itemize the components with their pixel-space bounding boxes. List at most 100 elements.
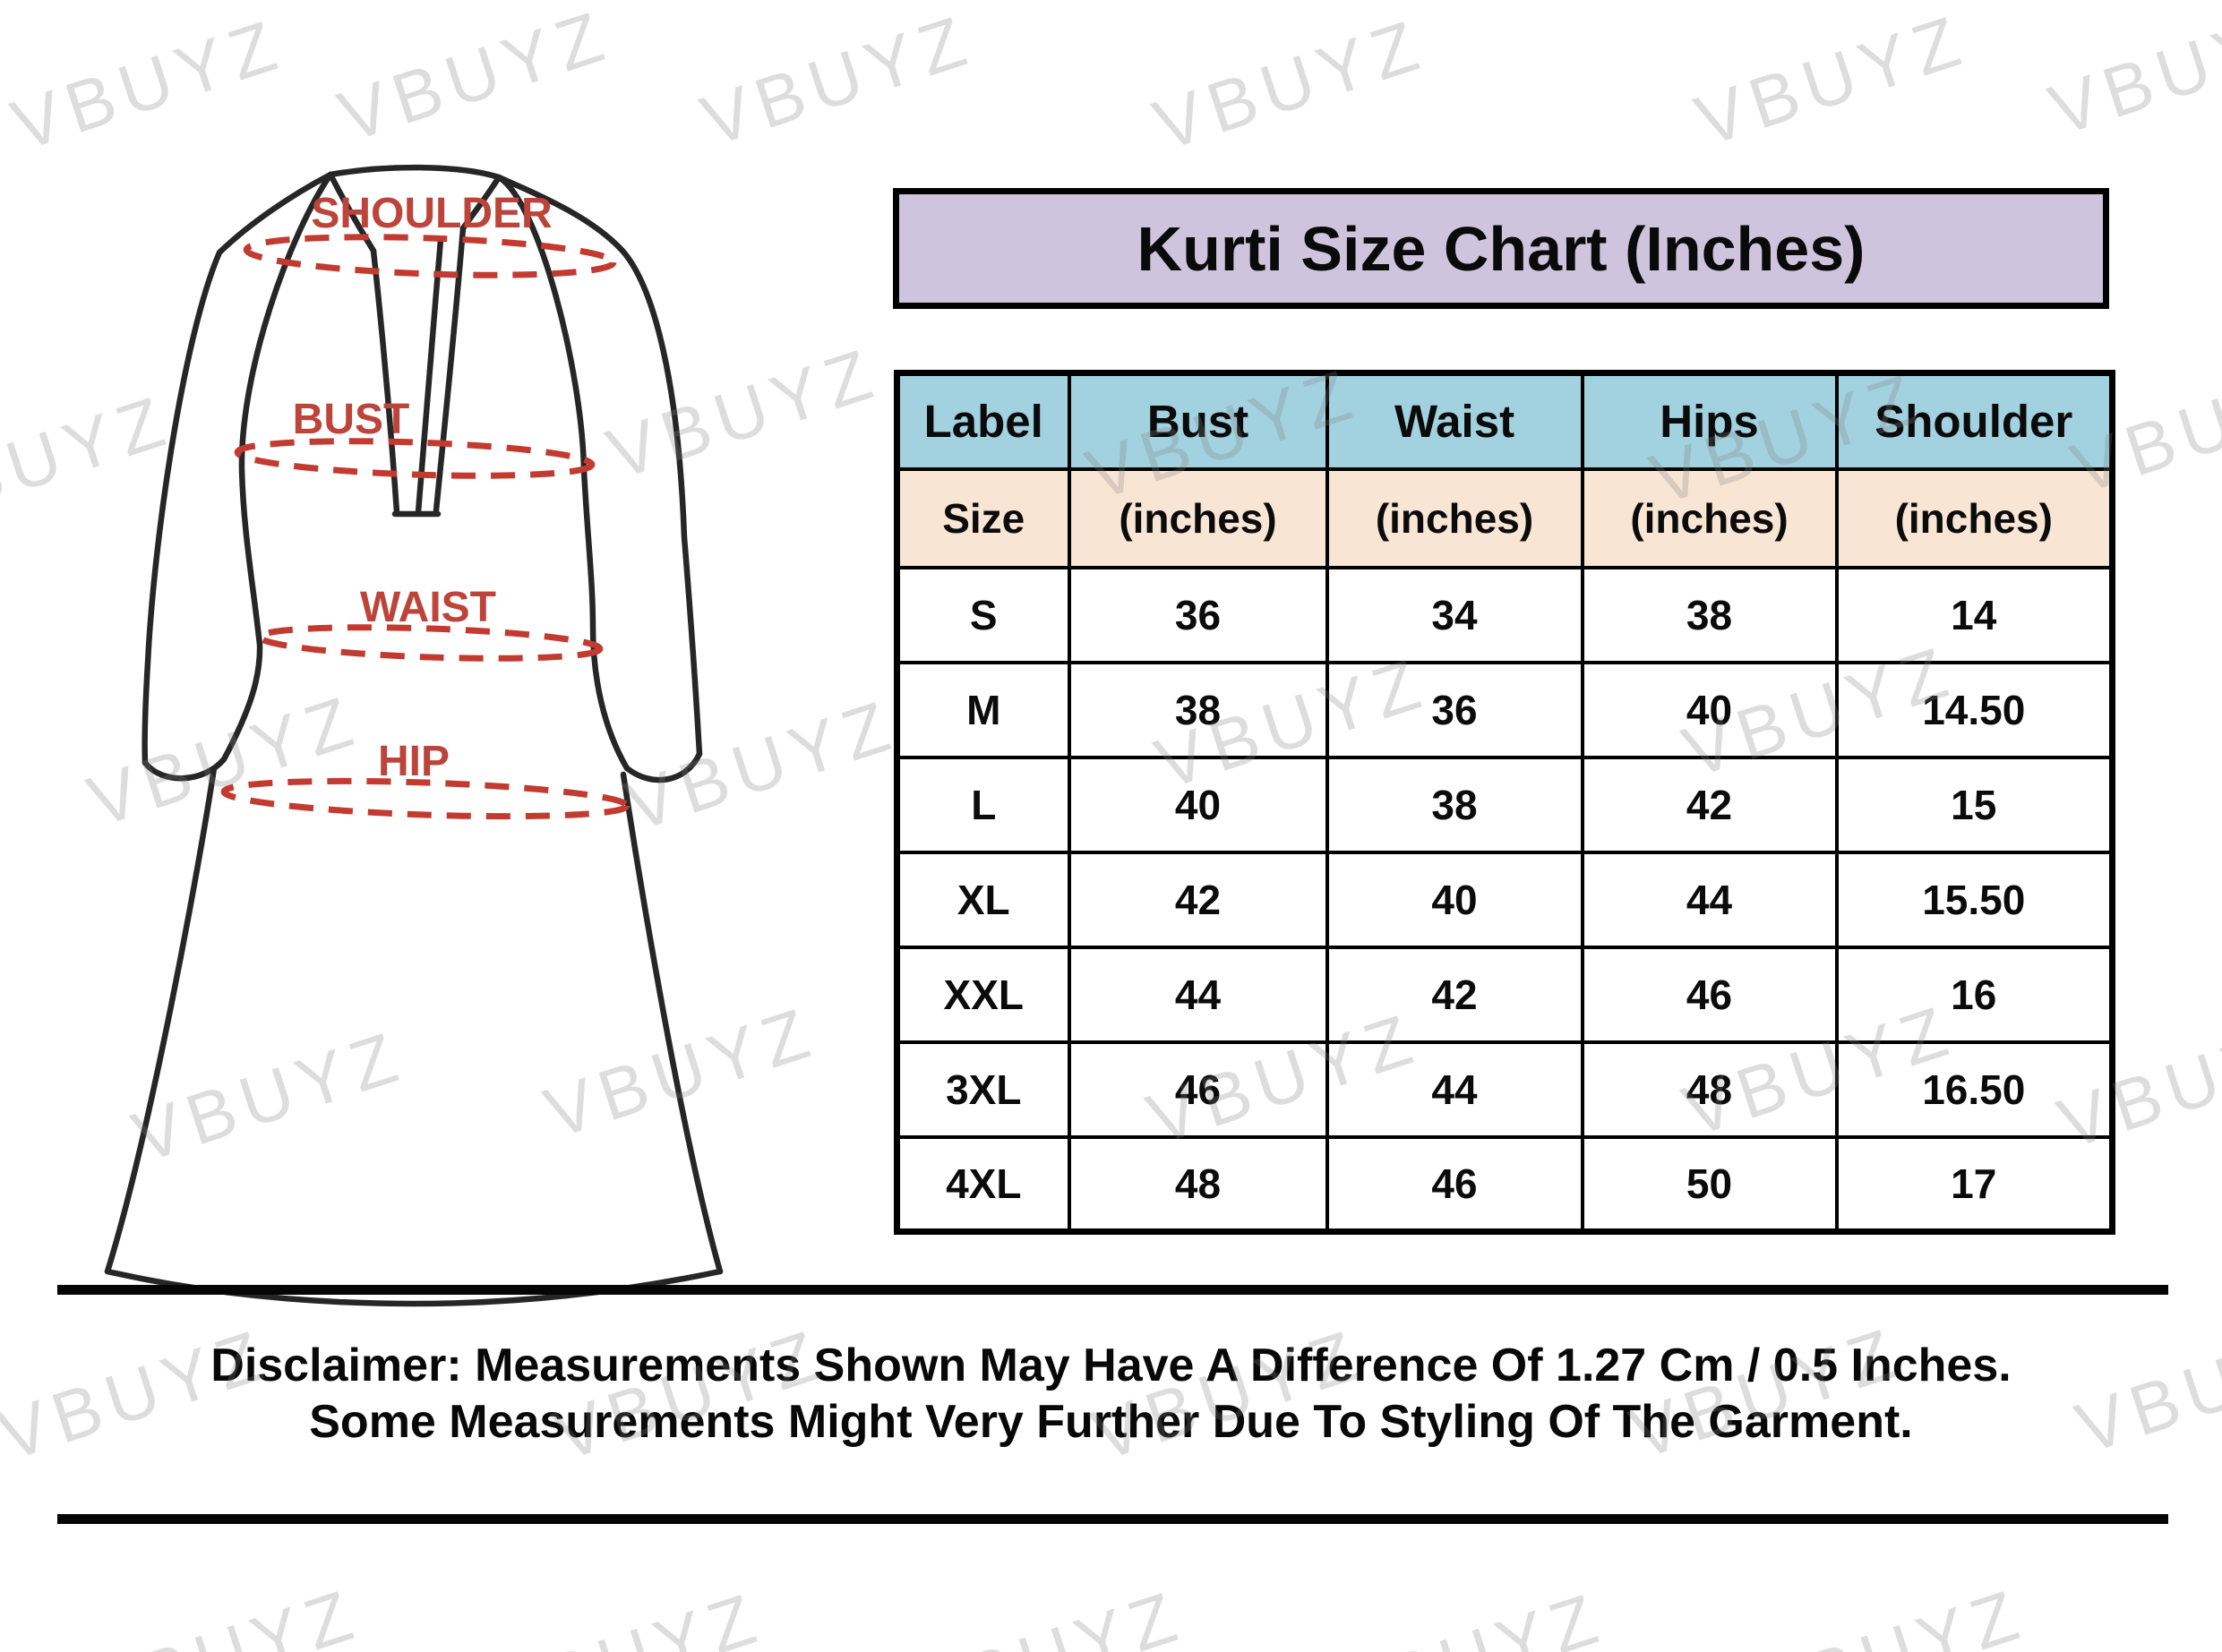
watermark-text: VBUYZ (903, 1574, 1194, 1652)
column-header-waist: Waist (1325, 371, 1584, 471)
watermark-text: VBUYZ (1144, 4, 1435, 167)
page-title: Kurti Size Chart (Inches) (1137, 213, 1866, 284)
kurti-left-body-side (104, 765, 218, 1275)
watermark-text: VBUYZ (2, 4, 293, 167)
hip-dash-ellipse (220, 777, 631, 820)
size-table-body: S 36 34 38 14 M 38 36 40 14.50 L 40 38 42 15 XL 42 40 44 15… (895, 565, 2115, 1234)
table-cell: 44 (1580, 850, 1839, 949)
watermark-text: VBUYZ (1324, 1576, 1615, 1652)
title-banner: Kurti Size Chart (Inches) (893, 188, 2109, 309)
table-cell: 42 (1067, 850, 1329, 949)
table-row: 3XL 46 44 48 16.50 (895, 1040, 2115, 1139)
table-cell: 16 (1834, 945, 2115, 1044)
divider-rule-bottom (57, 1514, 2168, 1524)
shoulder-dash-ellipse (243, 234, 617, 278)
watermark-text: VBUYZ (329, 0, 620, 158)
kurti-illustration: SHOULDER BUST WAIST HIP (104, 164, 724, 1307)
table-cell: 40 (1580, 660, 1839, 759)
table-cell: 14 (1834, 565, 2115, 664)
header-row: Label Bust Waist Hips Shoulder (895, 371, 2115, 471)
subheader-bust-unit: (inches) (1067, 466, 1329, 569)
table-row: 4XL 48 46 50 17 (895, 1134, 2115, 1234)
table-cell: 48 (1580, 1040, 1839, 1139)
watermark-text: VBUYZ (79, 1572, 370, 1652)
watermark-text: VBUYZ (691, 0, 982, 162)
kurti-right-cuff (623, 750, 703, 783)
table-cell: 42 (1580, 755, 1839, 854)
table-cell: 46 (1067, 1040, 1329, 1139)
measurement-labels: SHOULDER BUST WAIST HIP (293, 190, 553, 785)
table-cell: S (895, 565, 1071, 664)
kurti-left-sleeve-inner (220, 171, 334, 763)
subheader-row: Size (inches) (inches) (inches) (inches) (895, 466, 2115, 569)
table-cell: XXL (895, 945, 1071, 1044)
disclaimer-line-1: Disclaimer: Measurements Shown May Have … (210, 1340, 2012, 1391)
subheader-size: Size (895, 466, 1071, 569)
table-cell: 38 (1580, 565, 1839, 664)
watermark-text: VBUYZ (482, 1576, 773, 1652)
size-table-header: Label Bust Waist Hips Shoulder Size (inc… (895, 371, 2115, 569)
waist-label: WAIST (360, 584, 496, 631)
table-cell: 36 (1067, 565, 1329, 664)
kurti-collar-left (327, 171, 377, 254)
column-header-shoulder: Shoulder (1834, 371, 2115, 471)
kurti-collar-right (459, 174, 502, 232)
table-cell: L (895, 755, 1071, 854)
shoulder-label: SHOULDER (311, 190, 552, 237)
table-cell: M (895, 660, 1071, 759)
table-row: XXL 44 42 46 16 (895, 945, 2115, 1044)
table-row: L 40 38 42 15 (895, 755, 2115, 854)
kurti-back-neck-line (327, 164, 502, 181)
kurti-left-sleeve-outer (142, 171, 334, 766)
table-cell: 50 (1580, 1134, 1839, 1234)
table-cell: 44 (1067, 945, 1329, 1044)
table-cell: 17 (1834, 1134, 2115, 1234)
table-cell: 36 (1325, 660, 1584, 759)
kurti-slit-left (370, 247, 400, 516)
table-cell: 4XL (895, 1134, 1071, 1234)
table-row: XL 42 40 44 15.50 (895, 850, 2115, 949)
table-cell: 14.50 (1834, 660, 2115, 759)
waist-dash-ellipse (256, 624, 604, 662)
kurti-slit-right (433, 225, 467, 514)
table-cell: 44 (1325, 1040, 1584, 1139)
kurti-left-cuff (142, 756, 227, 782)
kurti-outline (104, 164, 724, 1307)
table-cell: 42 (1325, 945, 1584, 1044)
table-cell: 38 (1067, 660, 1329, 759)
table-cell: 38 (1325, 755, 1584, 854)
table-cell: 48 (1067, 1134, 1329, 1234)
bust-label: BUST (293, 396, 410, 443)
watermark-text: VBUYZ (2039, 0, 2222, 151)
kurti-slit-mid (415, 236, 444, 516)
measurement-dash-lines (220, 234, 631, 820)
table-cell: 46 (1325, 1134, 1584, 1234)
table-row: S 36 34 38 14 (895, 565, 2115, 664)
table-cell: 15 (1834, 755, 2115, 854)
table-cell: 40 (1325, 850, 1584, 949)
table-cell: 40 (1067, 755, 1329, 854)
bust-dash-ellipse (234, 438, 596, 479)
kurti-right-body-side (620, 771, 724, 1275)
size-table: Label Bust Waist Hips Shoulder Size (inc… (894, 370, 2115, 1235)
table-cell: 3XL (895, 1040, 1071, 1139)
subheader-waist-unit: (inches) (1325, 466, 1584, 569)
divider-rule-top (57, 1285, 2168, 1295)
disclaimer-line-2: Some Measurements Might Very Further Due… (309, 1396, 1913, 1448)
disclaimer: Disclaimer: Measurements Shown May Have … (0, 1338, 2222, 1451)
column-header-label: Label (895, 371, 1071, 471)
watermark-text: VBUYZ (1745, 1572, 2036, 1652)
table-row: M 38 36 40 14.50 (895, 660, 2115, 759)
subheader-shoulder-unit: (inches) (1834, 466, 2115, 569)
hip-label: HIP (378, 738, 450, 785)
table-cell: 15.50 (1834, 850, 2115, 949)
kurti-right-sleeve-inner (495, 174, 631, 772)
column-header-hips: Hips (1580, 371, 1839, 471)
column-header-bust: Bust (1067, 371, 1329, 471)
table-cell: 16.50 (1834, 1040, 2115, 1139)
subheader-hips-unit: (inches) (1580, 466, 1839, 569)
watermark-text: VBUYZ (1686, 0, 1977, 162)
kurti-right-sleeve-outer (495, 174, 703, 758)
table-cell: 34 (1325, 565, 1584, 664)
